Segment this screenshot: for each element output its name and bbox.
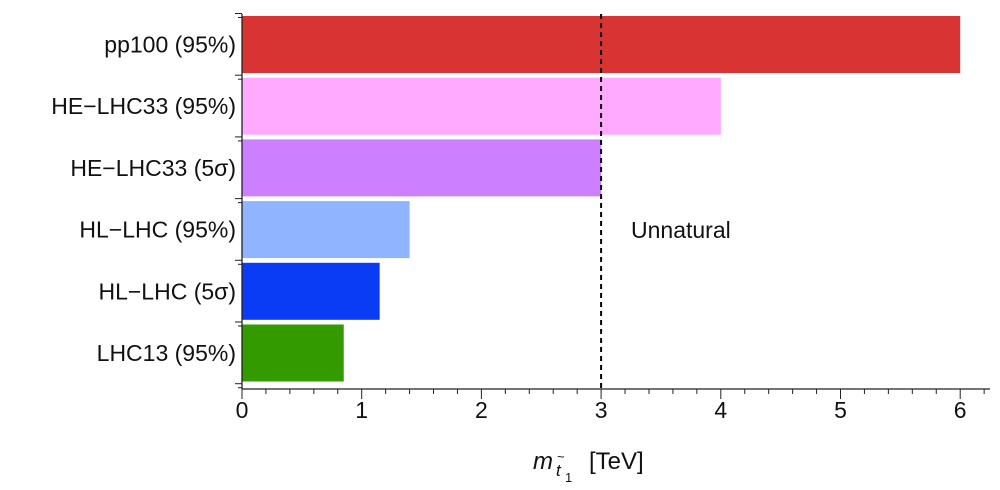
x-tick-label: 1	[355, 397, 368, 423]
category-label: HE−LHC33 (5σ)	[70, 155, 236, 181]
bar-1	[242, 77, 721, 135]
x-tick-label: 6	[954, 397, 967, 423]
annotation-label: Unnatural	[631, 217, 731, 243]
x-tick-label: 2	[475, 397, 488, 423]
x-tick-label: 3	[595, 397, 608, 423]
labels: 0 1 2 3 4 5 6 pp100 (95%) HE−LHC33 (95%) HE−LHC33…	[51, 32, 966, 486]
axes	[235, 13, 990, 399]
category-label: pp100 (95%)	[104, 32, 236, 58]
bar-5	[242, 324, 344, 382]
category-label: HL−LHC (95%)	[79, 217, 236, 243]
category-label: HL−LHC (5σ)	[98, 278, 236, 304]
category-label: HE−LHC33 (95%)	[51, 93, 236, 119]
x-tick-label: 4	[714, 397, 727, 423]
bar-3	[242, 201, 410, 259]
x-axis-title: m t~1 [TeV]	[533, 448, 644, 485]
x-axis-subscript-index: 1	[565, 470, 572, 485]
bars	[242, 16, 961, 382]
x-axis-symbol: m	[533, 448, 553, 475]
x-axis-unit: [TeV]	[589, 448, 644, 475]
x-tick-label: 5	[834, 397, 847, 423]
x-tick-label: 0	[236, 397, 249, 423]
x-axis-subscript: t	[556, 461, 562, 480]
bar-4	[242, 262, 380, 320]
category-label: LHC13 (95%)	[97, 340, 236, 366]
x-axis-subscript-accent: ~	[557, 449, 565, 464]
bar-2	[242, 139, 602, 197]
